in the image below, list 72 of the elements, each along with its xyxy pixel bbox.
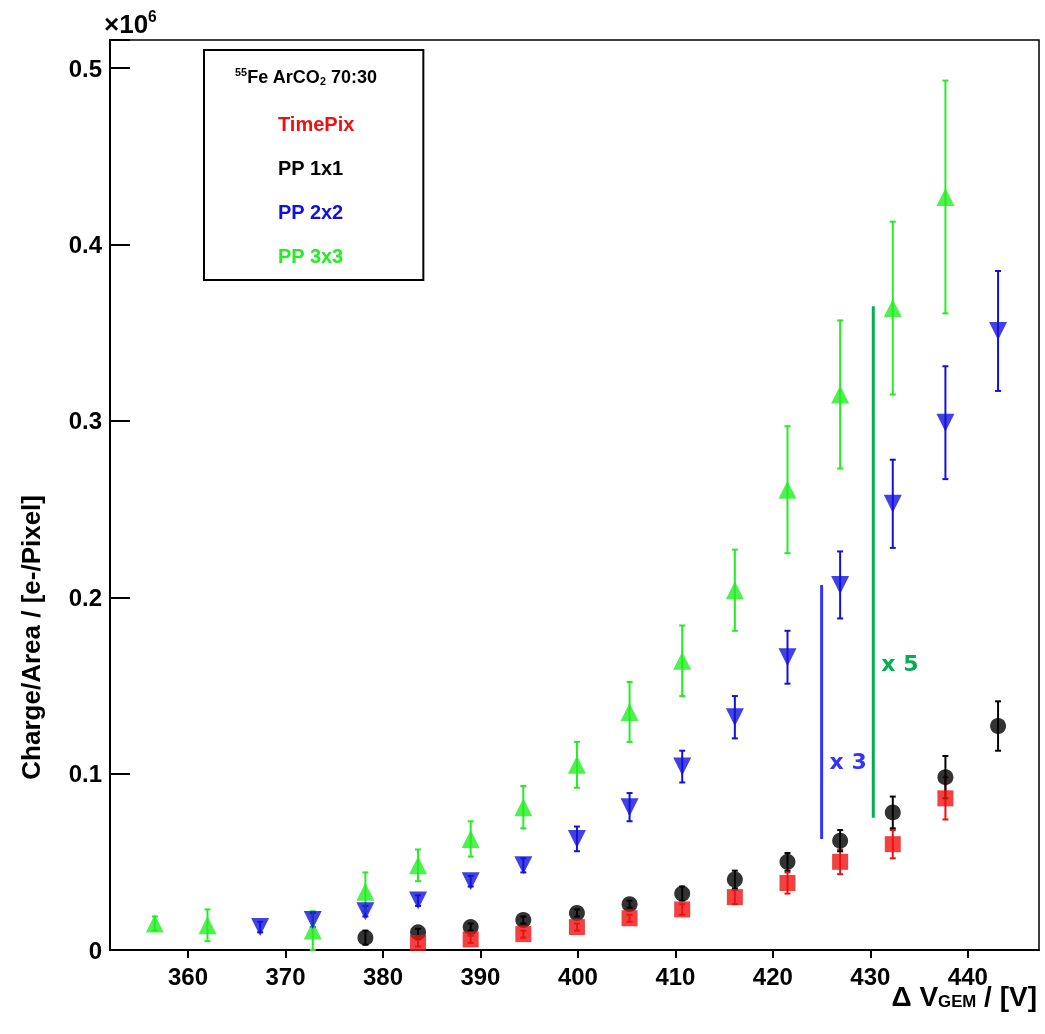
x-tick-label: 360	[167, 962, 209, 990]
y-tick-label: 0.3	[68, 407, 102, 435]
x-tick-label: 400	[557, 962, 598, 990]
y-axis-title: Charge/Area / [e-/Pixel]	[16, 495, 46, 780]
point	[251, 918, 270, 937]
point	[198, 916, 217, 935]
point	[725, 708, 744, 727]
point	[883, 494, 902, 513]
point	[778, 648, 797, 667]
point	[726, 871, 743, 888]
point	[357, 929, 374, 946]
point	[568, 904, 585, 921]
y-tick-label: 0.5	[68, 54, 102, 82]
point	[673, 757, 692, 776]
y-tick-label: 0.1	[68, 760, 102, 788]
point	[514, 856, 533, 875]
text: PP 3x3	[278, 245, 344, 267]
text: PP 2x2	[278, 201, 344, 223]
point	[831, 575, 850, 594]
series-label: x 5	[881, 650, 919, 676]
point	[832, 832, 849, 849]
point	[514, 798, 533, 817]
y-tick-label: 0.2	[68, 583, 102, 611]
point	[674, 885, 691, 902]
point	[410, 934, 427, 951]
point	[356, 902, 375, 921]
text: PP 1x1	[278, 157, 344, 179]
point	[779, 853, 796, 870]
point	[884, 804, 901, 821]
point	[568, 919, 585, 936]
point	[145, 914, 164, 933]
x-tick-label: 430	[850, 962, 891, 990]
point	[883, 299, 902, 318]
point	[989, 321, 1008, 340]
point	[621, 896, 638, 913]
point	[567, 829, 586, 848]
x-tick-label: 370	[265, 962, 306, 990]
point	[620, 702, 639, 721]
point	[515, 912, 532, 929]
point	[936, 413, 955, 432]
point	[409, 891, 428, 910]
point	[673, 651, 692, 670]
point	[832, 853, 849, 870]
point	[567, 755, 586, 774]
point	[356, 882, 375, 901]
point	[937, 790, 954, 807]
y-tick-label: 0.4	[68, 231, 103, 259]
y-tick-label: 0	[88, 936, 102, 964]
point	[303, 911, 322, 930]
point	[462, 931, 479, 948]
x-tick-label: 420	[752, 962, 793, 990]
point	[831, 385, 850, 404]
point	[778, 480, 797, 499]
point	[461, 829, 480, 848]
point	[725, 581, 744, 600]
point	[409, 856, 428, 875]
point	[990, 718, 1007, 735]
point	[726, 889, 743, 906]
point	[515, 926, 532, 943]
point	[884, 836, 901, 853]
series-label: x 3	[829, 749, 867, 775]
point	[779, 874, 796, 891]
point	[620, 798, 639, 817]
point	[937, 769, 954, 786]
text: TimePix	[278, 113, 355, 135]
point	[674, 901, 691, 918]
x-tick-label: 410	[655, 962, 696, 990]
point	[936, 187, 955, 206]
point	[621, 910, 638, 927]
point	[461, 872, 480, 891]
x-tick-label: 390	[460, 962, 501, 990]
x-tick-label: 380	[362, 962, 403, 990]
